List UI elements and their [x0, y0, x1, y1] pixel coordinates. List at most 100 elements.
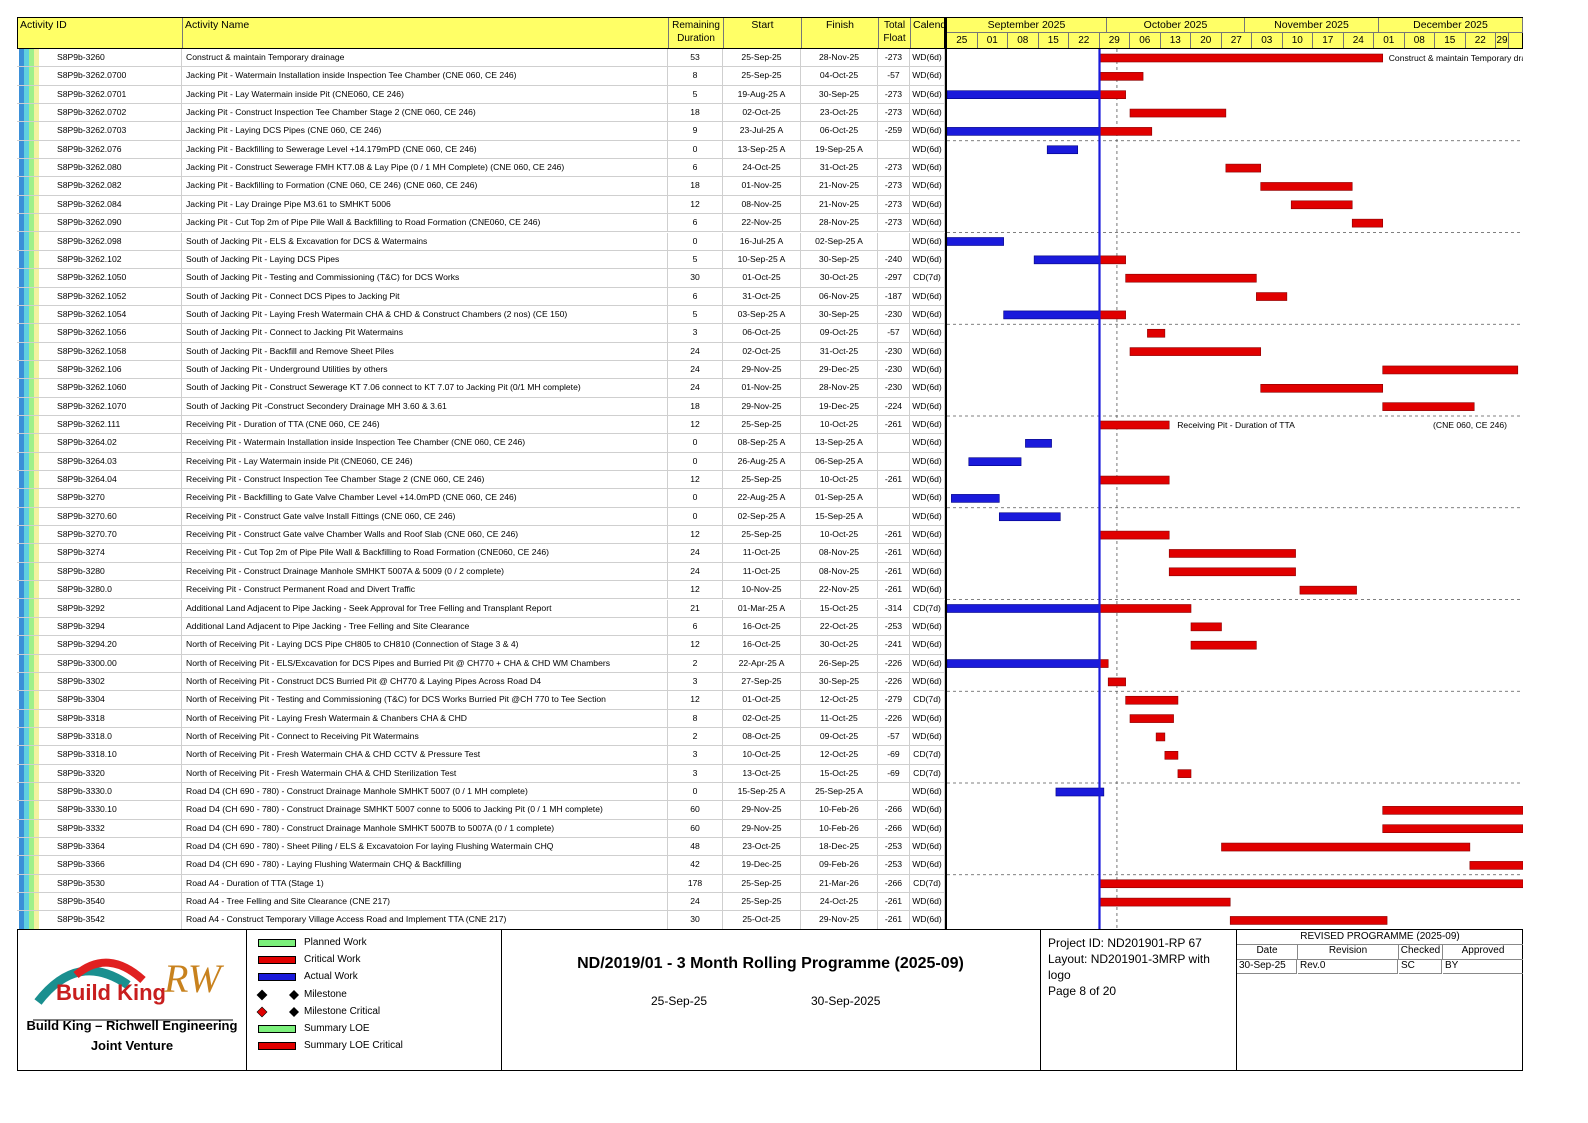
- table-row[interactable]: S8P9b-3262.1054 South of Jacking Pit - La…: [17, 305, 945, 325]
- actual-work-bar[interactable]: [947, 604, 1100, 613]
- critical-work-bar[interactable]: [1125, 695, 1179, 705]
- critical-work-bar[interactable]: [1129, 108, 1227, 118]
- critical-work-bar[interactable]: [1382, 824, 1523, 834]
- table-row[interactable]: S8P9b-3262.0702 Jacking Pit - Construct I…: [17, 104, 945, 123]
- actual-work-bar[interactable]: [998, 512, 1061, 522]
- table-row[interactable]: S8P9b-3530 Road A4 - Duration of TTA (Sta…: [17, 874, 945, 894]
- critical-work-bar[interactable]: [1229, 916, 1388, 925]
- actual-work-bar[interactable]: [947, 237, 1004, 246]
- actual-work-bar[interactable]: [947, 659, 1100, 668]
- col-activity-id[interactable]: Activity ID: [18, 18, 183, 48]
- critical-work-bar[interactable]: [1469, 861, 1523, 870]
- critical-work-bar[interactable]: [1099, 90, 1126, 100]
- critical-work-bar[interactable]: [1382, 806, 1523, 815]
- critical-work-bar[interactable]: [1155, 732, 1166, 742]
- actual-work-bar[interactable]: [947, 90, 1100, 100]
- col-finish[interactable]: Finish: [802, 18, 879, 48]
- critical-work-bar[interactable]: [1382, 365, 1519, 375]
- critical-work-bar[interactable]: [1129, 347, 1262, 356]
- table-row[interactable]: S8P9b-3318.0 North of Receiving Pit - Con…: [17, 727, 945, 747]
- table-row[interactable]: S8P9b-3332 Road D4 (CH 690 - 780) - Const…: [17, 819, 945, 839]
- table-row[interactable]: S8P9b-3262.1060 South of Jacking Pit - Co…: [17, 379, 945, 398]
- critical-work-bar[interactable]: [1099, 72, 1144, 81]
- actual-work-bar[interactable]: [951, 494, 1000, 503]
- table-row[interactable]: S8P9b-3542 Road A4 - Construct Temporary …: [17, 911, 945, 930]
- table-row[interactable]: S8P9b-3262.076 Jacking Pit - Backfilling …: [17, 140, 945, 160]
- table-row[interactable]: S8P9b-3320 North of Receiving Pit - Fresh…: [17, 764, 945, 783]
- table-row[interactable]: S8P9b-3302 North of Receiving Pit - Const…: [17, 672, 945, 692]
- critical-work-bar[interactable]: [1221, 842, 1471, 852]
- table-row[interactable]: S8P9b-3262.082 Jacking Pit - Backfilling …: [17, 177, 945, 196]
- table-row[interactable]: S8P9b-3330.0 Road D4 (CH 690 - 780) - Con…: [17, 783, 945, 802]
- table-row[interactable]: S8P9b-3262.1070 South of Jacking Pit -Con…: [17, 397, 945, 416]
- actual-work-bar[interactable]: [1025, 439, 1052, 448]
- critical-work-bar[interactable]: [1190, 640, 1257, 650]
- critical-work-bar[interactable]: [1260, 182, 1353, 191]
- col-total-float[interactable]: Total Float: [879, 18, 911, 48]
- critical-work-bar[interactable]: [1099, 310, 1126, 320]
- table-row[interactable]: S8P9b-3540 Road A4 - Tree Felling and Sit…: [17, 893, 945, 912]
- col-remaining-duration[interactable]: Remaining Duration: [669, 18, 724, 48]
- actual-work-bar[interactable]: [968, 457, 1022, 467]
- critical-work-bar[interactable]: [1290, 200, 1353, 210]
- table-row[interactable]: S8P9b-3262.080 Jacking Pit - Construct Se…: [17, 159, 945, 178]
- critical-work-bar[interactable]: [1147, 328, 1166, 338]
- critical-work-bar[interactable]: [1099, 879, 1524, 889]
- critical-work-bar[interactable]: [1351, 218, 1384, 228]
- table-row[interactable]: S8P9b-3262.1050 South of Jacking Pit - Te…: [17, 269, 945, 288]
- critical-work-bar[interactable]: [1129, 714, 1174, 723]
- table-row[interactable]: S8P9b-3294 Additional Land Adjacent to Pi…: [17, 617, 945, 637]
- table-row[interactable]: S8P9b-3264.03 Receiving Pit - Lay Waterma…: [17, 452, 945, 472]
- table-row[interactable]: S8P9b-3280.0 Receiving Pit - Construct Pe…: [17, 581, 945, 600]
- actual-work-bar[interactable]: [1033, 255, 1100, 265]
- table-row[interactable]: S8P9b-3262.0701 Jacking Pit - Lay Waterma…: [17, 85, 945, 105]
- critical-work-bar[interactable]: [1168, 567, 1296, 577]
- table-row[interactable]: S8P9b-3262.098 South of Jacking Pit - ELS…: [17, 232, 945, 251]
- critical-work-bar[interactable]: [1256, 292, 1288, 301]
- critical-work-bar[interactable]: [1099, 420, 1170, 430]
- table-row[interactable]: S8P9b-3262.0700 Jacking Pit - Watermain I…: [17, 67, 945, 86]
- table-row[interactable]: S8P9b-3262.0703 Jacking Pit - Laying DCS …: [17, 122, 945, 141]
- critical-work-bar[interactable]: [1164, 750, 1179, 760]
- table-row[interactable]: S8P9b-3260 Construct & maintain Temporary…: [17, 49, 945, 68]
- table-row[interactable]: S8P9b-3264.02 Receiving Pit - Watermain I…: [17, 434, 945, 453]
- critical-work-bar[interactable]: [1099, 127, 1153, 136]
- actual-work-bar[interactable]: [1055, 787, 1105, 797]
- critical-work-bar[interactable]: [1099, 530, 1170, 540]
- critical-work-bar[interactable]: [1382, 402, 1475, 411]
- critical-work-bar[interactable]: [1225, 163, 1262, 173]
- table-row[interactable]: S8P9b-3264.04 Receiving Pit - Construct I…: [17, 471, 945, 490]
- critical-work-bar[interactable]: [1260, 383, 1384, 393]
- critical-work-bar[interactable]: [1190, 622, 1222, 632]
- critical-work-bar[interactable]: [1099, 53, 1384, 63]
- col-calendar[interactable]: Calendar: [913, 19, 956, 31]
- table-row[interactable]: S8P9b-3262.084 Jacking Pit - Lay Drainge …: [17, 195, 945, 215]
- table-row[interactable]: S8P9b-3304 North of Receiving Pit - Testi…: [17, 691, 945, 710]
- table-row[interactable]: S8P9b-3262.1052 South of Jacking Pit - Co…: [17, 287, 945, 306]
- critical-work-bar[interactable]: [1099, 475, 1170, 485]
- table-row[interactable]: S8P9b-3318.10 North of Receiving Pit - Fr…: [17, 746, 945, 765]
- col-start[interactable]: Start: [724, 18, 802, 48]
- actual-work-bar[interactable]: [1003, 310, 1100, 320]
- table-row[interactable]: S8P9b-3292 Additional Land Adjacent to Pi…: [17, 599, 945, 618]
- table-row[interactable]: S8P9b-3270 Receiving Pit - Backfilling to…: [17, 489, 945, 508]
- actual-work-bar[interactable]: [1046, 145, 1079, 155]
- table-row[interactable]: S8P9b-3364 Road D4 (CH 690 - 780) - Sheet…: [17, 838, 945, 857]
- critical-work-bar[interactable]: [1299, 585, 1357, 595]
- table-row[interactable]: S8P9b-3262.1056 South of Jacking Pit - Co…: [17, 324, 945, 343]
- table-row[interactable]: S8P9b-3330.10 Road D4 (CH 690 - 780) - Co…: [17, 801, 945, 820]
- critical-work-bar[interactable]: [1099, 255, 1126, 265]
- table-row[interactable]: S8P9b-3262.102 South of Jacking Pit - Lay…: [17, 250, 945, 270]
- critical-work-bar[interactable]: [1168, 549, 1296, 558]
- table-row[interactable]: S8P9b-3294.20 North of Receiving Pit - La…: [17, 636, 945, 655]
- actual-work-bar[interactable]: [947, 127, 1100, 136]
- table-row[interactable]: S8P9b-3300.00 North of Receiving Pit - EL…: [17, 654, 945, 673]
- table-row[interactable]: S8P9b-3270.70 Receiving Pit - Construct G…: [17, 526, 945, 545]
- critical-work-bar[interactable]: [1107, 677, 1126, 687]
- table-row[interactable]: S8P9b-3270.60 Receiving Pit - Construct G…: [17, 507, 945, 527]
- critical-work-bar[interactable]: [1177, 769, 1192, 778]
- critical-work-bar[interactable]: [1099, 659, 1109, 668]
- table-row[interactable]: S8P9b-3262.106 South of Jacking Pit - Und…: [17, 360, 945, 380]
- col-activity-name[interactable]: Activity Name: [183, 18, 669, 48]
- critical-work-bar[interactable]: [1099, 897, 1231, 907]
